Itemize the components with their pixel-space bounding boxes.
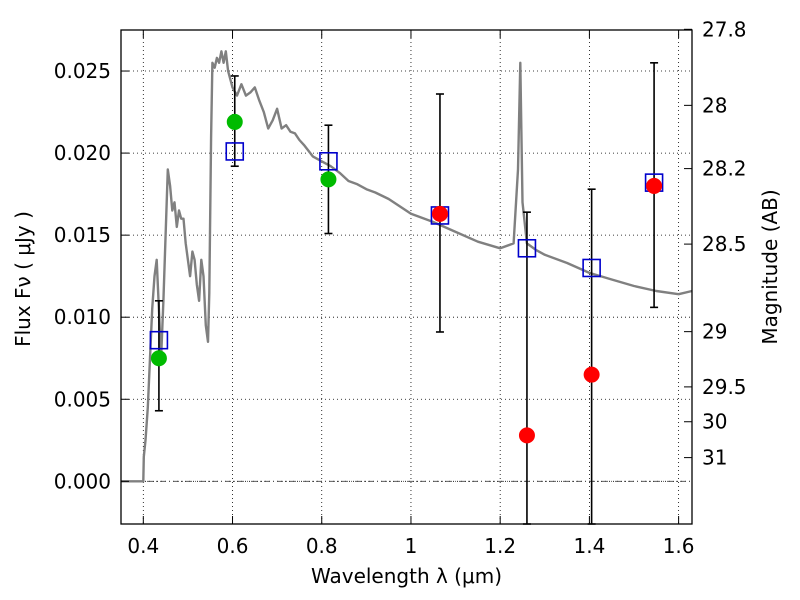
right-tick-label: 29.5 xyxy=(702,375,747,399)
x-tick-label: 0.6 xyxy=(217,534,249,558)
right-tick-label: 28 xyxy=(702,93,727,117)
model-band-square xyxy=(517,238,537,258)
y-tick-label: 0.025 xyxy=(54,59,111,83)
y-ticks: 0.000 0.005 0.010 0.015 0.020 0.025 xyxy=(54,59,129,493)
undetected-point xyxy=(583,366,600,383)
right-tick-label: 28.5 xyxy=(702,232,747,256)
y-tick-label: 0.015 xyxy=(54,223,111,247)
detected-point xyxy=(150,350,167,367)
right-tick-label: 27.8 xyxy=(702,17,747,41)
right-tick-label: 31 xyxy=(702,446,727,470)
y-axis-label: Flux Fν ( μJy ) xyxy=(11,211,35,347)
detected-point xyxy=(226,113,243,130)
x-tick-label: 0.4 xyxy=(127,534,159,558)
undetected-point xyxy=(431,205,448,222)
errorbars-layer xyxy=(154,62,659,525)
model-band-fluxes-layer xyxy=(149,142,664,350)
x-tick-label: 1.4 xyxy=(573,534,605,558)
x-tick-label: 0.8 xyxy=(306,534,338,558)
right-axis-label: Magnitude (AB) xyxy=(758,189,782,344)
x-tick-label: 1 xyxy=(405,534,418,558)
detected-point xyxy=(320,171,337,188)
y-tick-label: 0.010 xyxy=(54,305,111,329)
model-band-square xyxy=(582,258,601,278)
y-tick-label: 0.020 xyxy=(54,141,111,165)
right-ticks: 27.8 28 28.2 28.5 29 29.5 30 31 xyxy=(684,17,747,470)
x-tick-label: 1.2 xyxy=(484,534,516,558)
x-axis-label: Wavelength λ (μm) xyxy=(311,564,502,588)
right-tick-label: 30 xyxy=(702,410,727,434)
model-band-square xyxy=(149,330,169,350)
x-ticks: 0.4 0.6 0.8 1 1.2 1.4 1.6 xyxy=(127,30,695,558)
plot-frame xyxy=(120,29,693,525)
undetected-point xyxy=(518,427,535,444)
right-tick-label: 29 xyxy=(702,320,727,344)
right-tick-label: 28.2 xyxy=(702,157,747,181)
y-tick-label: 0.000 xyxy=(54,469,111,493)
y-tick-label: 0.005 xyxy=(54,387,111,411)
model-band-square xyxy=(319,151,338,171)
undetected-point xyxy=(646,177,663,194)
observed-points-layer xyxy=(150,113,663,444)
model-band-square xyxy=(225,142,245,161)
model-sed-line xyxy=(121,50,693,483)
x-tick-label: 1.6 xyxy=(663,534,695,558)
model-sed-layer xyxy=(121,50,693,483)
